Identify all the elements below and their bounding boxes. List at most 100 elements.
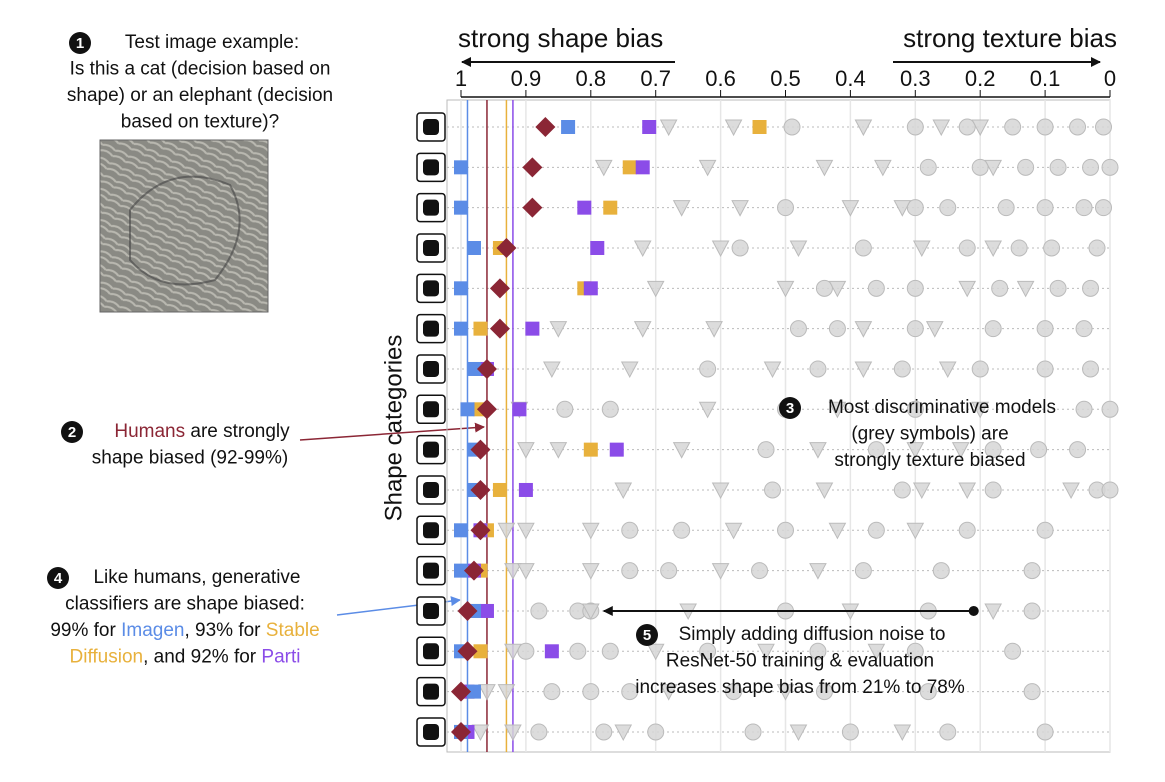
model-point xyxy=(1075,320,1093,338)
model-point xyxy=(603,200,618,215)
model-point xyxy=(951,442,970,459)
human-point xyxy=(489,278,510,299)
model-point xyxy=(971,360,989,378)
header-right: strong texture bias xyxy=(903,23,1117,53)
model-point xyxy=(1069,441,1087,459)
model-point xyxy=(1101,158,1119,176)
model-point xyxy=(777,199,794,217)
model-point xyxy=(906,279,924,297)
model-point xyxy=(971,119,990,137)
category-icon-glyph xyxy=(423,280,439,297)
human-point xyxy=(470,439,491,460)
model-point xyxy=(938,361,957,379)
model-point xyxy=(622,160,637,175)
model-point xyxy=(454,281,468,296)
model-point xyxy=(673,521,691,539)
human-point xyxy=(463,560,484,581)
model-point xyxy=(699,360,717,378)
annotation-line: shape biased (92-99%) xyxy=(92,448,288,469)
shift-start xyxy=(968,605,979,616)
model-point xyxy=(958,521,976,539)
model-point xyxy=(939,723,957,741)
model-point xyxy=(991,279,1009,297)
model-point xyxy=(460,402,475,417)
model-point xyxy=(1023,562,1041,580)
model-point xyxy=(939,199,957,217)
model-point xyxy=(893,360,911,378)
model-point xyxy=(1101,481,1119,499)
model-point xyxy=(984,320,1002,338)
model-point xyxy=(590,240,605,255)
model-point xyxy=(763,361,782,379)
model-point xyxy=(517,522,535,540)
model-point xyxy=(751,562,769,580)
model-point xyxy=(854,562,872,580)
annotation-text: classifiers are shape biased: xyxy=(65,594,305,615)
category-icon-glyph xyxy=(423,522,439,539)
model-point xyxy=(958,118,976,136)
model-point xyxy=(1023,602,1041,620)
annotation-number: 4 xyxy=(54,570,63,587)
annotation-line: ResNet-50 training & evaluation xyxy=(666,651,934,672)
model-point xyxy=(984,240,1003,258)
model-point xyxy=(958,239,976,257)
model-point xyxy=(919,158,937,176)
annotation-text: Imagen xyxy=(121,620,184,641)
model-point xyxy=(764,481,782,499)
model-point xyxy=(744,723,762,741)
x-tick-label: 1 xyxy=(455,66,467,91)
annotation-line: based on texture)? xyxy=(121,112,279,133)
model-point xyxy=(1082,360,1100,378)
model-point xyxy=(466,361,481,376)
model-point xyxy=(621,683,639,701)
model-point xyxy=(1062,482,1080,500)
model-point xyxy=(783,118,801,136)
annotation-text: ResNet-50 training & evaluation xyxy=(666,651,934,672)
model-point xyxy=(809,563,827,580)
human-point xyxy=(535,117,556,137)
model-point xyxy=(581,522,600,540)
model-point xyxy=(828,522,847,540)
model-point xyxy=(583,442,598,457)
model-point xyxy=(454,160,468,175)
model-point xyxy=(984,603,1003,621)
annotation-line: (grey symbols) are xyxy=(851,424,1008,445)
model-point xyxy=(854,239,872,257)
human-point xyxy=(522,197,543,218)
model-point xyxy=(601,400,619,418)
model-point xyxy=(906,199,924,217)
model-point xyxy=(752,120,767,134)
model-point xyxy=(660,562,678,580)
model-point xyxy=(530,723,548,741)
annotation-badge xyxy=(47,567,69,589)
model-point xyxy=(582,683,600,701)
model-point xyxy=(633,240,652,258)
model-point xyxy=(497,522,516,540)
model-point xyxy=(614,482,633,500)
model-point xyxy=(932,562,950,580)
model-point xyxy=(874,159,892,177)
model-point xyxy=(517,642,535,660)
annotation-text: , and 92% for xyxy=(143,647,261,668)
model-point xyxy=(672,200,691,217)
human-point xyxy=(451,721,471,742)
annotation-line: Test image example: xyxy=(125,32,299,53)
model-point xyxy=(646,280,665,298)
model-point xyxy=(595,723,613,741)
model-point xyxy=(841,723,859,741)
human-point xyxy=(489,318,510,339)
model-point xyxy=(841,200,860,217)
annotation-line: classifiers are shape biased: xyxy=(65,594,305,615)
annotation-text: increases shape bias from 21% to 78% xyxy=(635,677,965,698)
model-point xyxy=(1017,158,1035,176)
model-point xyxy=(906,400,924,418)
model-point xyxy=(659,684,678,701)
annotation-text: Humans xyxy=(114,421,185,442)
annotation-badge xyxy=(61,421,83,443)
annotation-text: are strongly xyxy=(185,421,290,442)
annotation-line: strongly texture biased xyxy=(834,450,1025,471)
model-point xyxy=(731,239,749,257)
model-point xyxy=(906,522,925,540)
model-point xyxy=(672,442,691,459)
annotation-text: shape) or an elephant (decision xyxy=(67,85,333,106)
